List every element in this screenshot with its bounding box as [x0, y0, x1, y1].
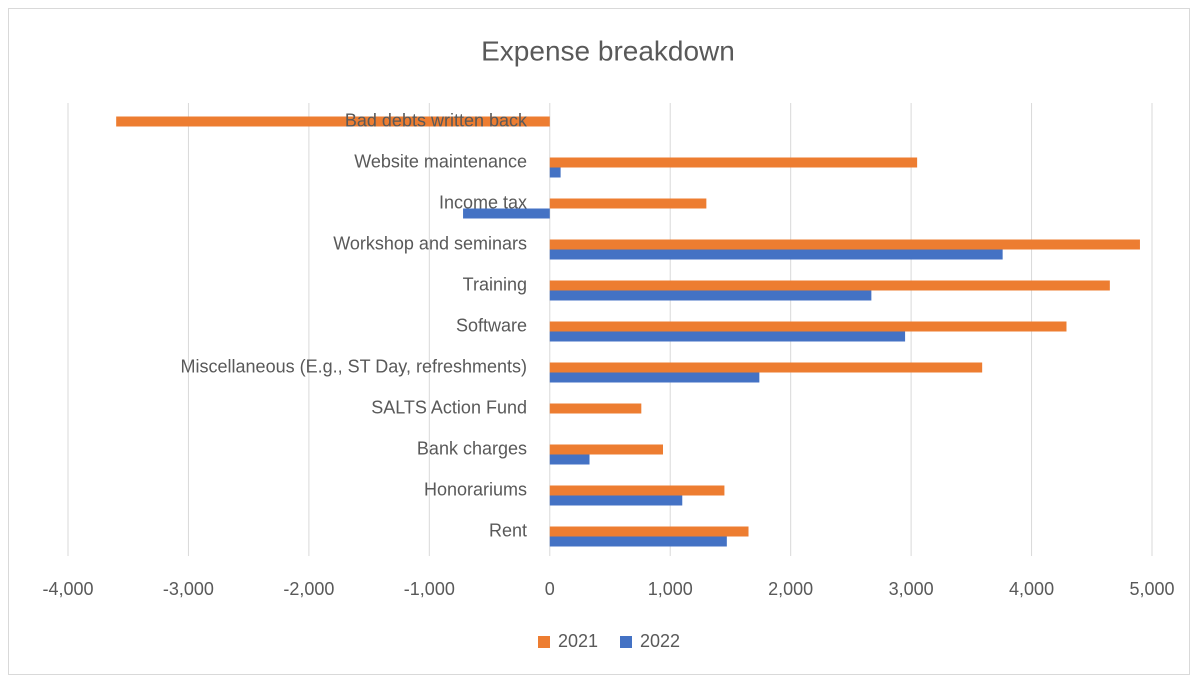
bar [463, 208, 550, 219]
x-tick-label: -1,000 [404, 579, 455, 599]
bar [549, 536, 727, 547]
bar [549, 485, 725, 496]
y-tick-label: Website maintenance [354, 151, 527, 171]
x-tick-label: 3,000 [889, 579, 934, 599]
y-tick-label: SALTS Action Fund [371, 397, 527, 417]
x-tick-label: 0 [545, 579, 555, 599]
y-tick-label: Bad debts written back [345, 110, 528, 130]
bar [549, 331, 906, 342]
y-tick-label: Training [463, 274, 527, 294]
x-tick-label: -4,000 [42, 579, 93, 599]
bar [549, 157, 918, 168]
legend-swatch [538, 636, 550, 648]
bar [549, 403, 642, 414]
y-tick-label: Miscellaneous (E.g., ST Day, refreshment… [181, 356, 527, 376]
bar [549, 249, 1003, 260]
legend-label: 2021 [558, 631, 598, 651]
y-tick-label: Bank charges [417, 438, 527, 458]
bar [549, 239, 1140, 250]
bar [549, 290, 872, 301]
chart-title: Expense breakdown [481, 35, 735, 66]
x-tick-label: -3,000 [163, 579, 214, 599]
bar [549, 444, 663, 455]
bar [549, 454, 590, 465]
legend-label: 2022 [640, 631, 680, 651]
bar [549, 526, 749, 537]
bar [116, 116, 550, 127]
y-tick-label: Workshop and seminars [333, 233, 527, 253]
bar [549, 280, 1110, 291]
bar [549, 198, 707, 209]
legend-swatch [620, 636, 632, 648]
y-tick-label: Income tax [439, 192, 527, 212]
y-tick-label: Honorariums [424, 479, 527, 499]
bar [549, 372, 760, 383]
x-tick-label: 2,000 [768, 579, 813, 599]
y-tick-label: Software [456, 315, 527, 335]
x-tick-label: 5,000 [1129, 579, 1174, 599]
bar [549, 362, 983, 373]
x-tick-label: 4,000 [1009, 579, 1054, 599]
x-tick-label: -2,000 [283, 579, 334, 599]
bar [549, 167, 561, 178]
bar [549, 495, 683, 506]
y-tick-label: Rent [489, 520, 527, 540]
bar [549, 321, 1067, 332]
x-tick-label: 1,000 [648, 579, 693, 599]
